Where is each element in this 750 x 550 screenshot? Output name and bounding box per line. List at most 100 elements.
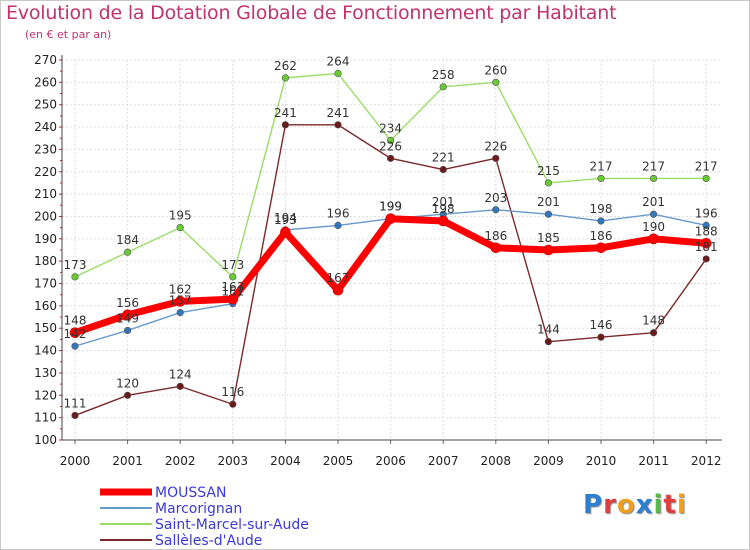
data-label-Saint-Marcel-sur-Aude-2001: 184 [116, 233, 139, 247]
data-label-Saint-Marcel-sur-Aude-2010: 217 [590, 159, 613, 173]
data-label-Sallèles-d'Aude-2003: 116 [221, 385, 244, 399]
y-tick-label-180: 180 [34, 254, 57, 268]
data-label-Sallèles-d'Aude-2008: 226 [484, 139, 507, 153]
data-point-MOUSSAN-2006 [385, 213, 396, 225]
data-point-Sallèles-d'Aude-2012 [702, 255, 710, 263]
data-point-Sallèles-d'Aude-2006 [387, 154, 395, 162]
data-label-Sallèles-d'Aude-2002: 124 [169, 367, 192, 381]
data-label-Marcorignan-2005: 196 [327, 206, 350, 220]
y-tick-label-140: 140 [34, 344, 57, 358]
x-tick-label-2009: 2009 [533, 454, 564, 468]
data-point-Marcorignan-2008 [492, 206, 500, 214]
data-label-Sallèles-d'Aude-2010: 146 [590, 318, 613, 332]
y-tick-label-100: 100 [34, 433, 57, 447]
data-point-MOUSSAN-2012 [700, 237, 712, 249]
data-point-MOUSSAN-2001 [122, 309, 133, 321]
x-tick-label-2010: 2010 [586, 454, 617, 468]
data-point-Marcorignan-2005 [334, 221, 342, 230]
logo-letter: i [676, 490, 687, 520]
data-point-Sallèles-d'Aude-2007 [439, 165, 447, 174]
data-point-Saint-Marcel-sur-Aude-2005 [334, 69, 342, 78]
legend-label-Saint-Marcel-sur-Aude: Saint-Marcel-sur-Aude [155, 517, 309, 533]
y-tick-label-120: 120 [34, 388, 57, 402]
data-label-Sallèles-d'Aude-2012: 181 [695, 240, 718, 254]
data-label-MOUSSAN-2003: 163 [221, 280, 244, 294]
data-point-MOUSSAN-2009 [543, 244, 554, 256]
data-label-Saint-Marcel-sur-Aude-2002: 195 [169, 209, 192, 223]
y-tick-label-250: 250 [34, 98, 57, 112]
data-label-Sallèles-d'Aude-2009: 144 [537, 323, 560, 337]
data-point-Saint-Marcel-sur-Aude-2002 [176, 224, 184, 232]
data-label-MOUSSAN-2008: 186 [484, 229, 507, 243]
data-label-Marcorignan-2002: 157 [169, 294, 192, 308]
data-point-Marcorignan-2002 [176, 308, 184, 317]
data-label-Saint-Marcel-sur-Aude-2011: 217 [642, 159, 665, 173]
data-point-Sallèles-d'Aude-2001 [123, 391, 132, 399]
logo-letter: P [583, 490, 604, 520]
data-point-Saint-Marcel-sur-Aude-2000 [71, 273, 79, 281]
y-tick-label-230: 230 [34, 142, 57, 156]
x-tick-label-2007: 2007 [428, 454, 459, 468]
data-point-MOUSSAN-2005 [332, 284, 344, 296]
data-point-Sallèles-d'Aude-2009 [544, 338, 553, 346]
y-tick-label-200: 200 [34, 209, 57, 223]
data-label-Saint-Marcel-sur-Aude-2012: 217 [695, 159, 718, 173]
data-label-Marcorignan-2012: 196 [695, 206, 718, 220]
x-tick-label-2008: 2008 [481, 454, 512, 468]
logo-letter: o [616, 490, 636, 520]
data-point-MOUSSAN-2010 [595, 242, 607, 254]
data-point-MOUSSAN-2008 [490, 242, 502, 254]
data-label-Saint-Marcel-sur-Aude-2008: 260 [484, 63, 507, 77]
data-label-Saint-Marcel-sur-Aude-2004: 262 [274, 59, 297, 73]
logo-letter: t [663, 490, 677, 520]
y-tick-label-190: 190 [34, 232, 57, 246]
chart-subtitle: (en € et par an) [25, 28, 112, 41]
data-point-Saint-Marcel-sur-Aude-2007 [439, 83, 447, 91]
axes: 100 110 120 130 140 150 160 170 180 190 200 210 220 2… [34, 53, 722, 468]
data-label-Sallèles-d'Aude-2004: 241 [274, 106, 297, 120]
data-label-MOUSSAN-2012: 188 [695, 224, 718, 238]
legend-label-Sallèles-d'Aude: Sallèles-d'Aude [155, 533, 262, 549]
data-label-MOUSSAN-2006: 199 [379, 200, 402, 214]
data-point-Marcorignan-2012 [702, 221, 710, 230]
y-tick-label-110: 110 [34, 411, 57, 425]
data-point-Sallèles-d'Aude-2011 [649, 329, 658, 337]
y-tick-label-220: 220 [34, 165, 57, 179]
data-point-Marcorignan-2001 [123, 326, 132, 335]
data-label-Marcorignan-2011: 201 [642, 195, 665, 209]
x-tick-label-2002: 2002 [165, 454, 196, 468]
data-label-Marcorignan-2007: 201 [432, 195, 455, 209]
data-point-Sallèles-d'Aude-2004 [281, 121, 290, 129]
data-point-Sallèles-d'Aude-2003 [229, 400, 237, 408]
data-point-MOUSSAN-2007 [437, 215, 449, 227]
y-tick-label-170: 170 [34, 277, 57, 291]
data-label-Saint-Marcel-sur-Aude-2006: 234 [379, 121, 402, 135]
data-label-MOUSSAN-2001: 156 [116, 296, 139, 310]
legend-label-MOUSSAN: MOUSSAN [155, 485, 226, 501]
data-label-Marcorignan-2000: 142 [64, 327, 87, 341]
data-label-MOUSSAN-2000: 148 [64, 314, 87, 328]
data-label-Marcorignan-2004: 194 [274, 211, 297, 225]
data-point-Marcorignan-2009 [544, 210, 553, 218]
data-point-Sallèles-d'Aude-2008 [492, 154, 500, 162]
data-point-MOUSSAN-2011 [648, 233, 659, 245]
x-tick-label-2003: 2003 [218, 454, 249, 468]
y-tick-label-240: 240 [34, 120, 57, 134]
data-label-Marcorignan-2006: 199 [379, 200, 402, 214]
x-tick-label-2006: 2006 [375, 454, 406, 468]
data-point-Saint-Marcel-sur-Aude-2004 [281, 74, 290, 82]
logo-letter: x [635, 490, 654, 520]
y-tick-label-130: 130 [34, 366, 57, 380]
data-label-MOUSSAN-2007: 198 [432, 202, 455, 216]
data-label-Sallèles-d'Aude-2005: 241 [327, 106, 350, 120]
data-label-MOUSSAN-2004: 193 [274, 213, 297, 227]
y-tick-label-160: 160 [34, 299, 57, 313]
data-label-MOUSSAN-2009: 185 [537, 231, 560, 245]
data-label-MOUSSAN-2002: 162 [169, 282, 192, 296]
data-point-Saint-Marcel-sur-Aude-2010 [597, 174, 605, 183]
data-point-Sallèles-d'Aude-2005 [334, 121, 342, 129]
data-label-MOUSSAN-2011: 190 [642, 220, 665, 234]
x-tick-label-2011: 2011 [638, 454, 669, 468]
